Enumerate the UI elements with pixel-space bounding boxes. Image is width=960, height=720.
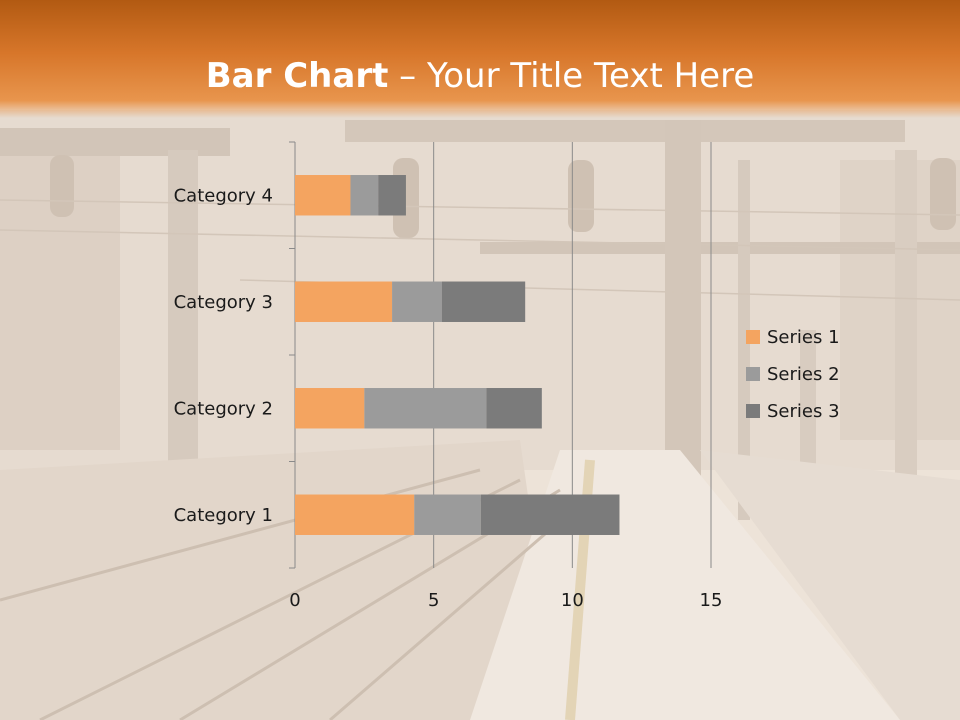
legend-swatch bbox=[746, 330, 760, 344]
bar-category-3-series-3 bbox=[441, 281, 526, 322]
category-label: Category 4 bbox=[174, 185, 273, 206]
category-label: Category 2 bbox=[174, 398, 273, 419]
legend-swatch bbox=[746, 367, 760, 381]
legend-swatch bbox=[746, 404, 760, 418]
bar-category-1-series-1 bbox=[295, 494, 415, 535]
slide-title-bold: Bar Chart bbox=[205, 56, 389, 96]
bar-category-3-series-2 bbox=[392, 281, 442, 322]
bar-category-1-series-3 bbox=[480, 494, 620, 535]
category-label: Category 1 bbox=[174, 505, 273, 526]
bar-category-4-series-1 bbox=[295, 175, 351, 216]
bar-category-2-series-2 bbox=[364, 388, 487, 429]
legend-label: Series 2 bbox=[767, 364, 840, 385]
slide-title: Bar Chart – Your Title Text Here bbox=[0, 54, 960, 98]
category-label: Category 3 bbox=[174, 292, 273, 313]
x-tick-label: 0 bbox=[289, 590, 300, 611]
bar-category-1-series-2 bbox=[414, 494, 481, 535]
x-tick-label: 15 bbox=[700, 590, 723, 611]
x-tick-label: 10 bbox=[561, 590, 584, 611]
bar-category-4-series-2 bbox=[350, 175, 379, 216]
bar-category-2-series-3 bbox=[486, 388, 542, 429]
slide-title-dash: – bbox=[388, 56, 427, 96]
bar-category-2-series-1 bbox=[295, 388, 365, 429]
bar-category-3-series-1 bbox=[295, 281, 393, 322]
title-banner bbox=[0, 0, 960, 118]
slide-title-rest: Your Title Text Here bbox=[426, 56, 755, 96]
x-tick-label: 5 bbox=[428, 590, 439, 611]
legend-label: Series 1 bbox=[767, 327, 840, 348]
legend-label: Series 3 bbox=[767, 401, 840, 422]
bar-category-4-series-3 bbox=[378, 175, 406, 216]
